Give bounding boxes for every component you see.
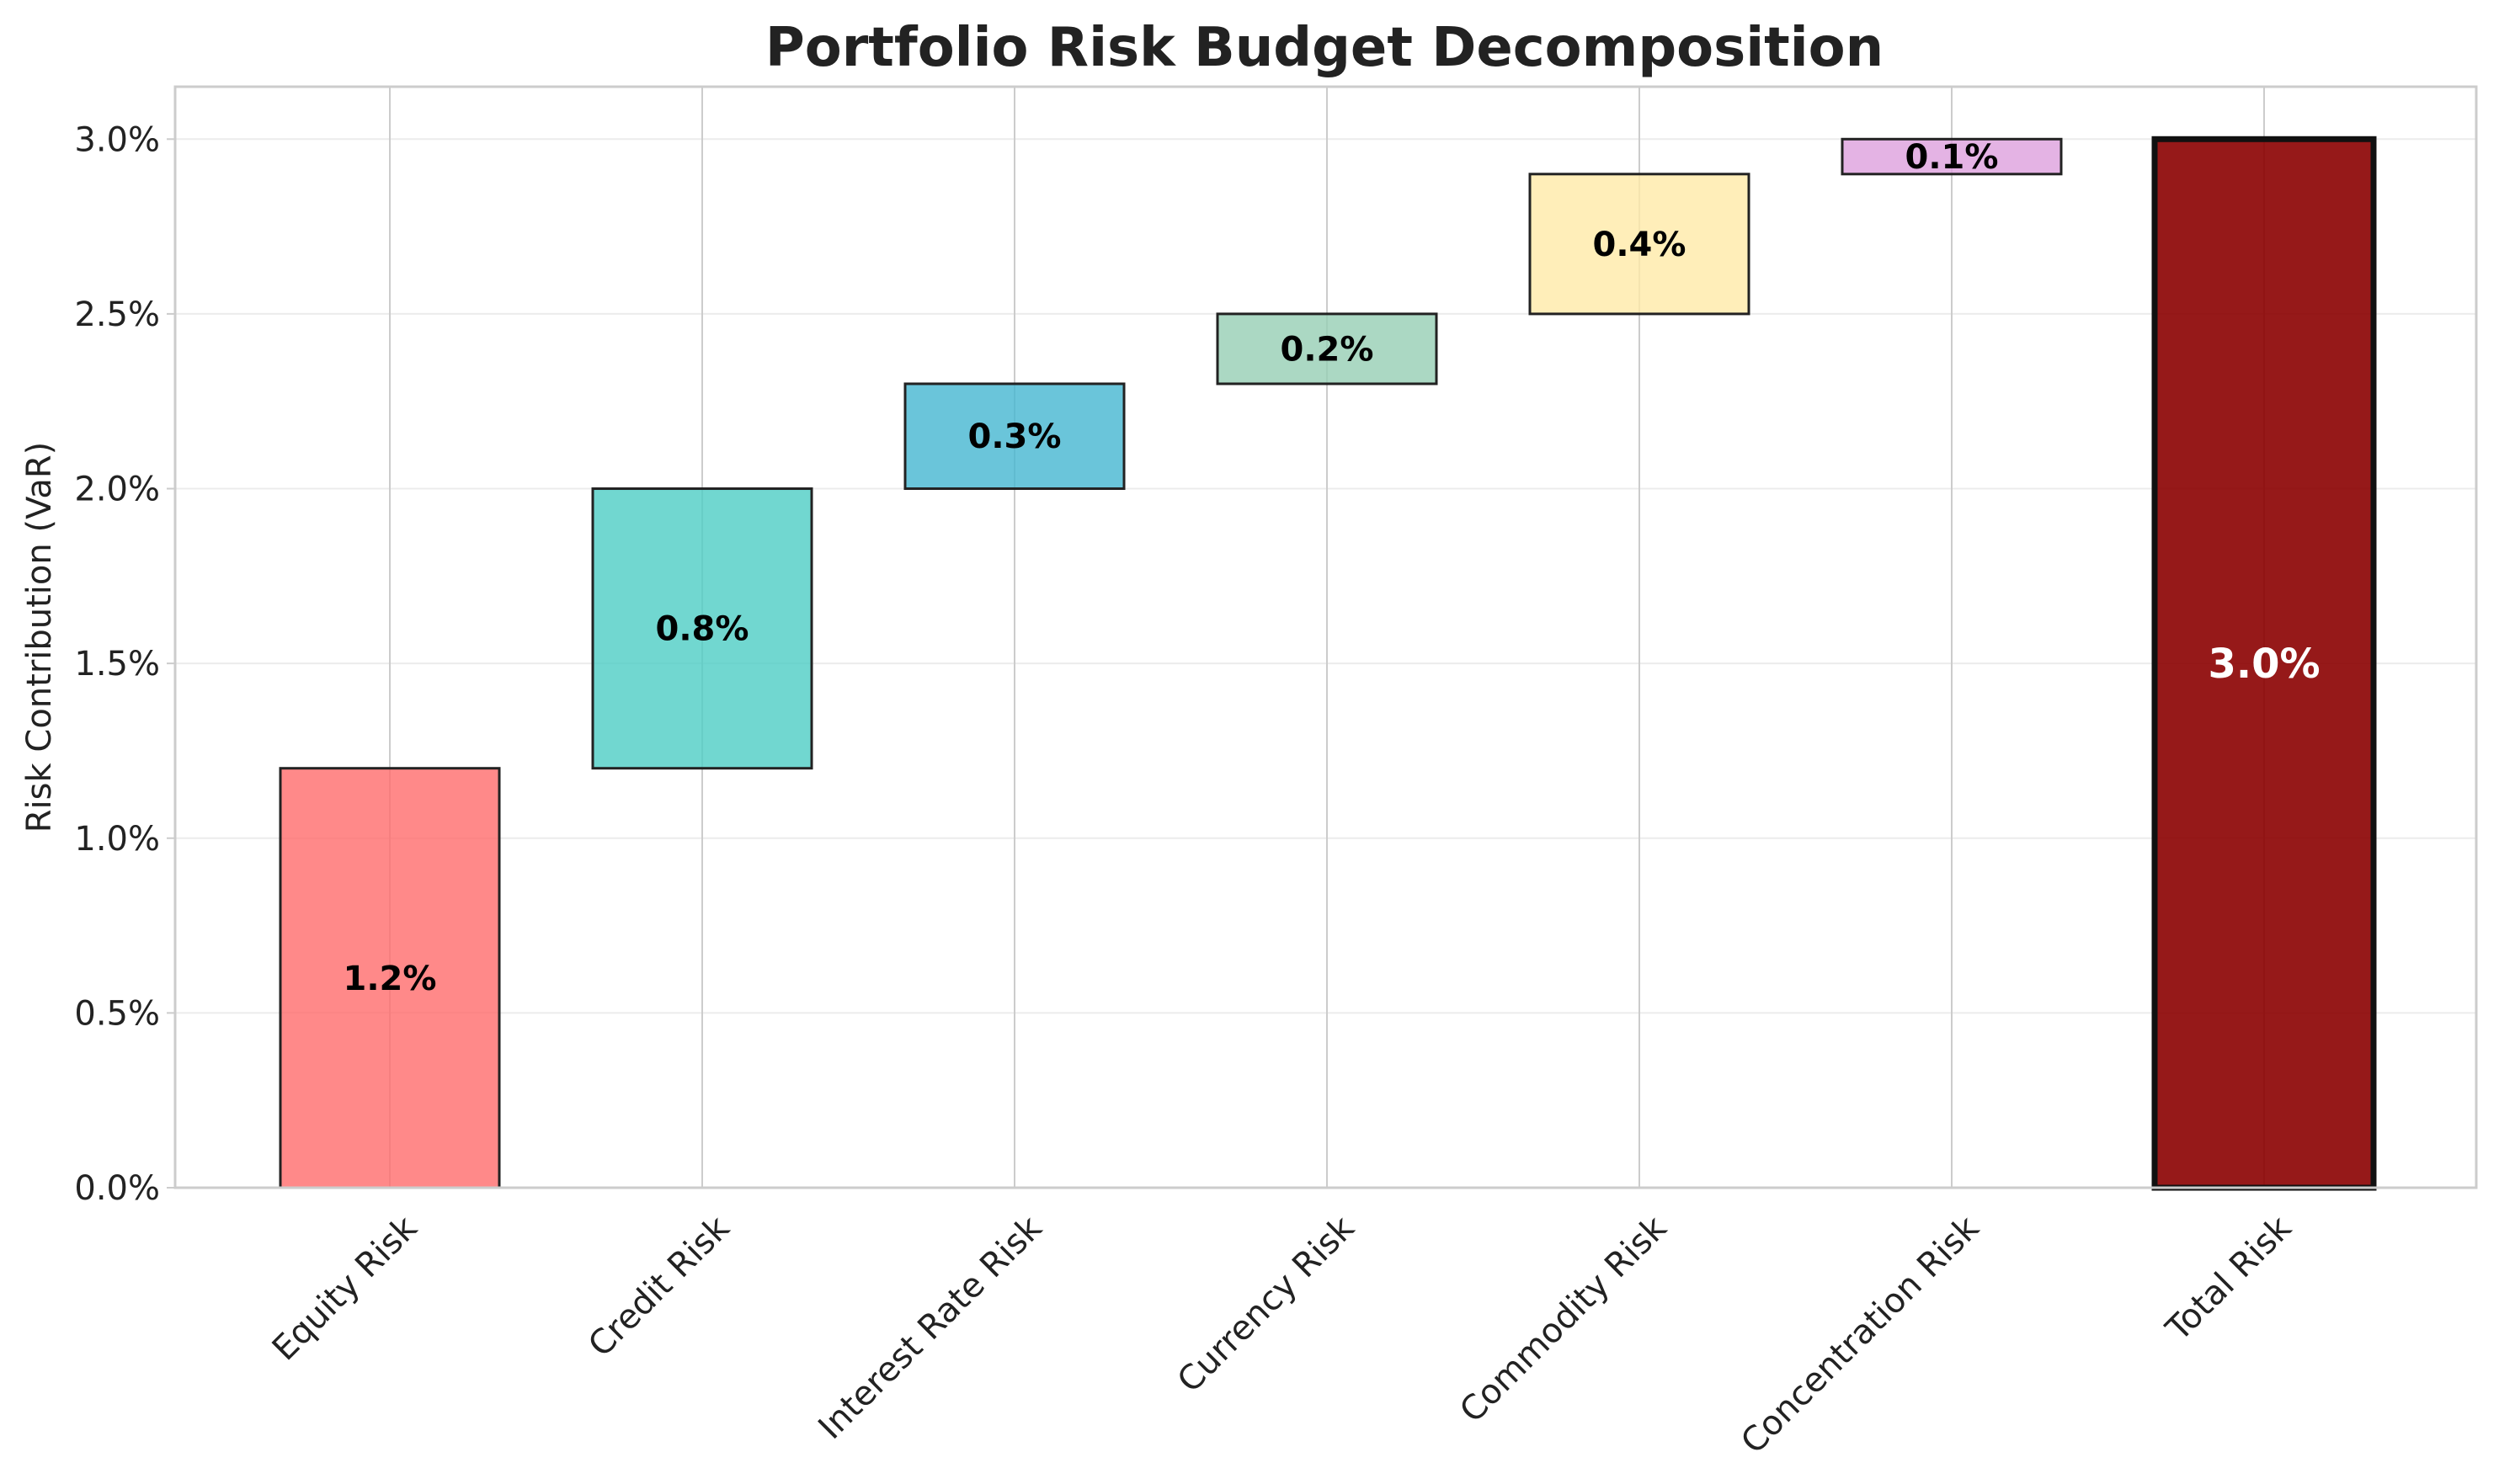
y-axis-label: Risk Contribution (VaR): [20, 442, 59, 832]
bar-interest-rate-risk: [903, 382, 1126, 491]
bar-value-label: 0.2%: [1281, 330, 1374, 369]
bar-total-risk: [2151, 136, 2377, 1191]
y-tick-label: 1.5%: [74, 645, 160, 683]
bar-concentration-risk: [1841, 137, 2063, 176]
bar-equity-risk: [279, 767, 501, 1189]
bar-value-label: 1.2%: [344, 960, 437, 998]
bar-value-label: 0.4%: [1593, 226, 1686, 264]
grid-layer: [175, 87, 2476, 1189]
bar-commodity-risk: [1528, 173, 1750, 316]
y-axis-ticks: 0.0% 0.5% 1.0% 1.5% 2.0% 2.5% 3.0%: [74, 120, 175, 1208]
chart-title: Portfolio Risk Budget Decomposition: [765, 17, 1884, 79]
y-tick-label: 0.0%: [74, 1169, 160, 1208]
bar-currency-risk: [1216, 312, 1438, 386]
bar-value-label: 0.8%: [656, 610, 749, 649]
bar-credit-risk: [591, 487, 813, 770]
bar-value-label: 0.1%: [1905, 138, 1999, 177]
bar-value-label: 3.0%: [2208, 641, 2320, 688]
y-tick-label: 2.5%: [74, 295, 160, 334]
y-tick-label: 0.5%: [74, 994, 160, 1033]
axes-frame: [173, 85, 2478, 1189]
bars-layer: 1.2% 0.8% 0.3% 0.2% 0.4% 0.1% 3.0%: [279, 136, 2377, 1191]
y-tick-label: 3.0%: [74, 120, 160, 159]
bar-value-label: 0.3%: [968, 418, 1062, 456]
y-tick-label: 1.0%: [74, 820, 160, 859]
y-tick-label: 2.0%: [74, 471, 160, 509]
